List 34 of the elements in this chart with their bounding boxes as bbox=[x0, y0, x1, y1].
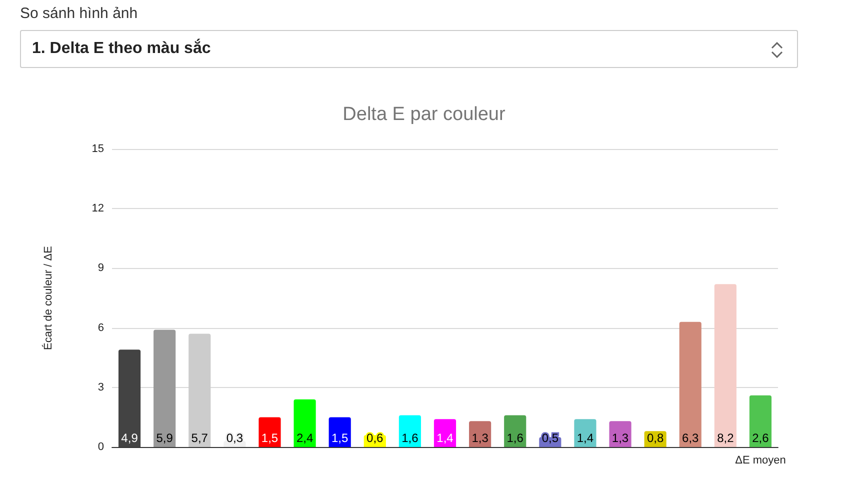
data-label: 1,5 bbox=[332, 431, 349, 445]
data-label: 5,9 bbox=[156, 431, 174, 445]
y-tick-label: 9 bbox=[98, 262, 104, 274]
y-tick-label: 3 bbox=[98, 381, 104, 394]
x-tick-label: ΔE moyen bbox=[735, 454, 786, 466]
data-label: 2,4 bbox=[296, 431, 314, 445]
data-label: 4,9 bbox=[121, 431, 138, 445]
data-label: 0,6 bbox=[366, 431, 384, 445]
bar bbox=[714, 284, 736, 447]
text: So sánh hình ảnh bbox=[20, 5, 138, 22]
data-label: 6,3 bbox=[682, 431, 700, 445]
y-tick-label: 6 bbox=[98, 322, 104, 334]
data-label: 1,6 bbox=[506, 431, 524, 445]
bar bbox=[118, 350, 141, 447]
bar bbox=[154, 330, 176, 447]
bar bbox=[188, 334, 211, 447]
y-tick-label: 12 bbox=[92, 202, 104, 215]
data-label: 0,3 bbox=[226, 431, 244, 445]
data-label: 1,6 bbox=[402, 431, 419, 445]
data-label: 2,6 bbox=[752, 431, 770, 445]
bar bbox=[679, 322, 702, 447]
y-tick-label: 15 bbox=[92, 143, 104, 155]
data-label: 8,2 bbox=[717, 431, 734, 445]
data-label: 5,7 bbox=[191, 431, 208, 445]
y-axis-title: Écart de couleur / ΔE bbox=[42, 246, 54, 350]
data-label: 1,4 bbox=[436, 431, 454, 445]
data-label: 1,3 bbox=[612, 431, 629, 445]
data-label: 1,3 bbox=[472, 431, 489, 445]
text: 1. Delta E theo màu sắc bbox=[32, 40, 211, 58]
data-label: 0,8 bbox=[646, 431, 664, 445]
y-tick-label: 0 bbox=[98, 441, 104, 453]
chart-title: Delta E par couleur bbox=[342, 104, 506, 125]
data-label: 1,5 bbox=[261, 431, 278, 445]
data-label: 1,4 bbox=[576, 431, 594, 445]
